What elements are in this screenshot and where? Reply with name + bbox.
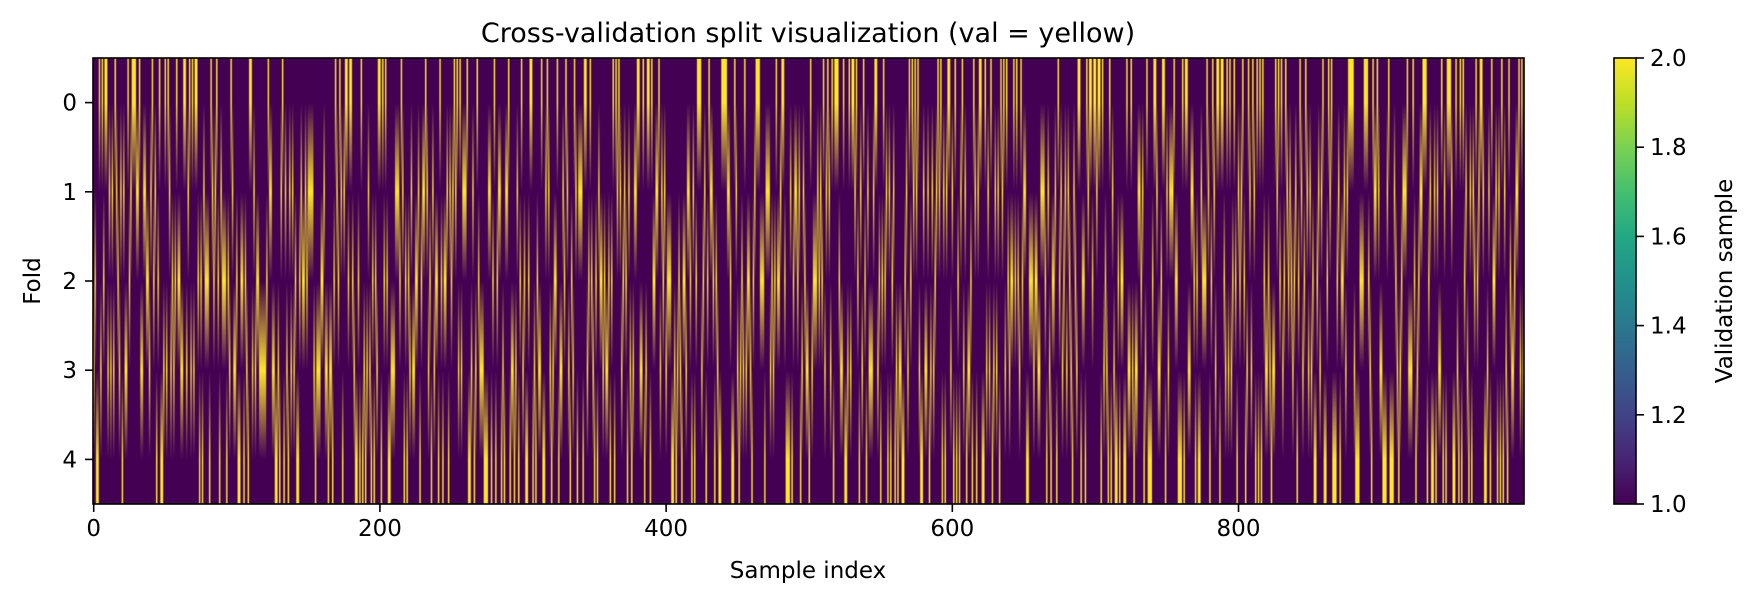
colorbar-tick-label: 2.0 <box>1650 46 1687 72</box>
x-tick-label: 400 <box>644 516 688 542</box>
colorbar-tick-label: 1.6 <box>1650 224 1687 250</box>
x-axis-label: Sample index <box>730 558 886 584</box>
colorbar-tick-label: 1.8 <box>1650 135 1687 161</box>
colorbar: 1.0 1.2 1.4 1.6 1.8 2.0 Validation sample <box>1613 46 1738 518</box>
x-tick-label: 600 <box>930 516 974 542</box>
y-axis: 0 1 2 3 4 <box>62 91 93 473</box>
y-tick-label: 0 <box>62 91 77 117</box>
heatmap-image <box>93 58 1524 504</box>
x-tick-label: 800 <box>1217 516 1261 542</box>
x-tick-label: 200 <box>358 516 402 542</box>
colorbar-gradient <box>1613 57 1637 505</box>
colorbar-axis: 1.0 1.2 1.4 1.6 1.8 2.0 <box>1636 46 1687 518</box>
chart-title: Cross-validation split visualization (va… <box>481 18 1135 49</box>
colorbar-label: Validation sample <box>1712 179 1738 384</box>
x-axis: 0 200 400 600 800 <box>86 504 1260 542</box>
x-tick-label: 0 <box>86 516 101 542</box>
y-tick-label: 3 <box>62 358 77 384</box>
y-axis-label: Fold <box>20 257 46 304</box>
colorbar-tick-label: 1.2 <box>1650 403 1687 429</box>
y-tick-label: 4 <box>62 447 77 473</box>
heatmap-plot-area <box>92 57 1525 505</box>
y-tick-label: 2 <box>62 269 77 295</box>
colorbar-tick-label: 1.4 <box>1650 314 1687 340</box>
colorbar-tick-label: 1.0 <box>1650 492 1687 518</box>
y-tick-label: 1 <box>62 180 77 206</box>
